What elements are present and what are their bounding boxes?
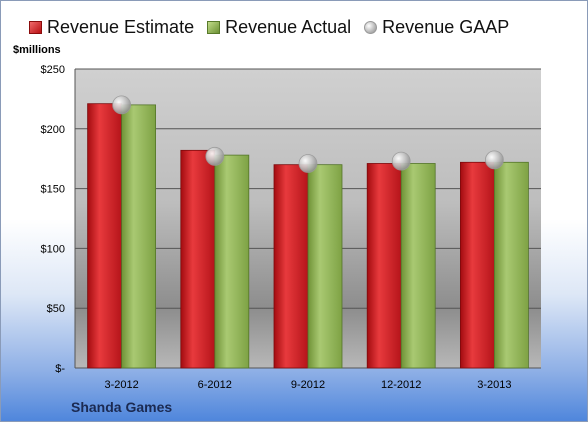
y-tick-label: $100 [41, 243, 65, 255]
bar-revenue-actual [214, 154, 250, 369]
marker-revenue-gaap [391, 151, 411, 171]
x-tick-label: 3-2013 [477, 379, 511, 391]
bar-revenue-actual [493, 161, 529, 369]
legend-label-gaap: Revenue GAAP [382, 17, 510, 37]
legend-item-revenue-gaap: Revenue GAAP [364, 17, 509, 38]
marker-revenue-gaap [205, 146, 225, 166]
legend-label-actual: Revenue Actual [225, 17, 352, 37]
bar-revenue-estimate [180, 149, 216, 369]
x-tick-label: 9-2012 [291, 379, 325, 391]
bar-revenue-actual [121, 104, 156, 369]
legend-item-revenue-estimate: Revenue Estimate [29, 17, 194, 38]
y-tick-label: $- [55, 363, 65, 375]
company-name: Shanda Games [71, 399, 173, 415]
legend-swatch-actual [207, 21, 221, 34]
x-tick-label: 6-2012 [198, 379, 232, 391]
y-axis-unit-label: $millions [13, 44, 61, 56]
bar-revenue-estimate [273, 164, 309, 369]
marker-revenue-gaap [112, 95, 131, 115]
legend-label-estimate: Revenue Estimate [47, 17, 195, 37]
legend-item-revenue-actual: Revenue Actual [207, 17, 351, 38]
y-tick-label: $150 [41, 184, 65, 196]
bar-revenue-actual [400, 163, 436, 369]
legend: Revenue Estimate Revenue Actual Revenue … [29, 17, 522, 38]
x-tick-label: 12-2012 [381, 379, 421, 391]
y-tick-label: $200 [41, 124, 65, 136]
marker-revenue-gaap [298, 154, 318, 173]
bar-revenue-estimate [459, 161, 495, 369]
bar-revenue-actual [307, 164, 343, 369]
x-tick-label: 3-2012 [104, 379, 138, 391]
legend-swatch-estimate [29, 21, 42, 34]
legend-swatch-gaap [364, 21, 378, 34]
bar-revenue-estimate [87, 103, 122, 369]
y-tick-label: $250 [41, 64, 65, 76]
marker-revenue-gaap [484, 150, 504, 170]
y-tick-label: $50 [47, 303, 65, 315]
bar-revenue-estimate [366, 163, 402, 369]
